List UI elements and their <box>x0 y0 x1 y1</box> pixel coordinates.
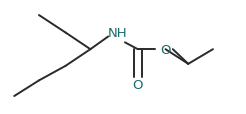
Text: O: O <box>160 43 171 56</box>
Text: O: O <box>133 78 143 91</box>
Text: NH: NH <box>107 27 127 40</box>
